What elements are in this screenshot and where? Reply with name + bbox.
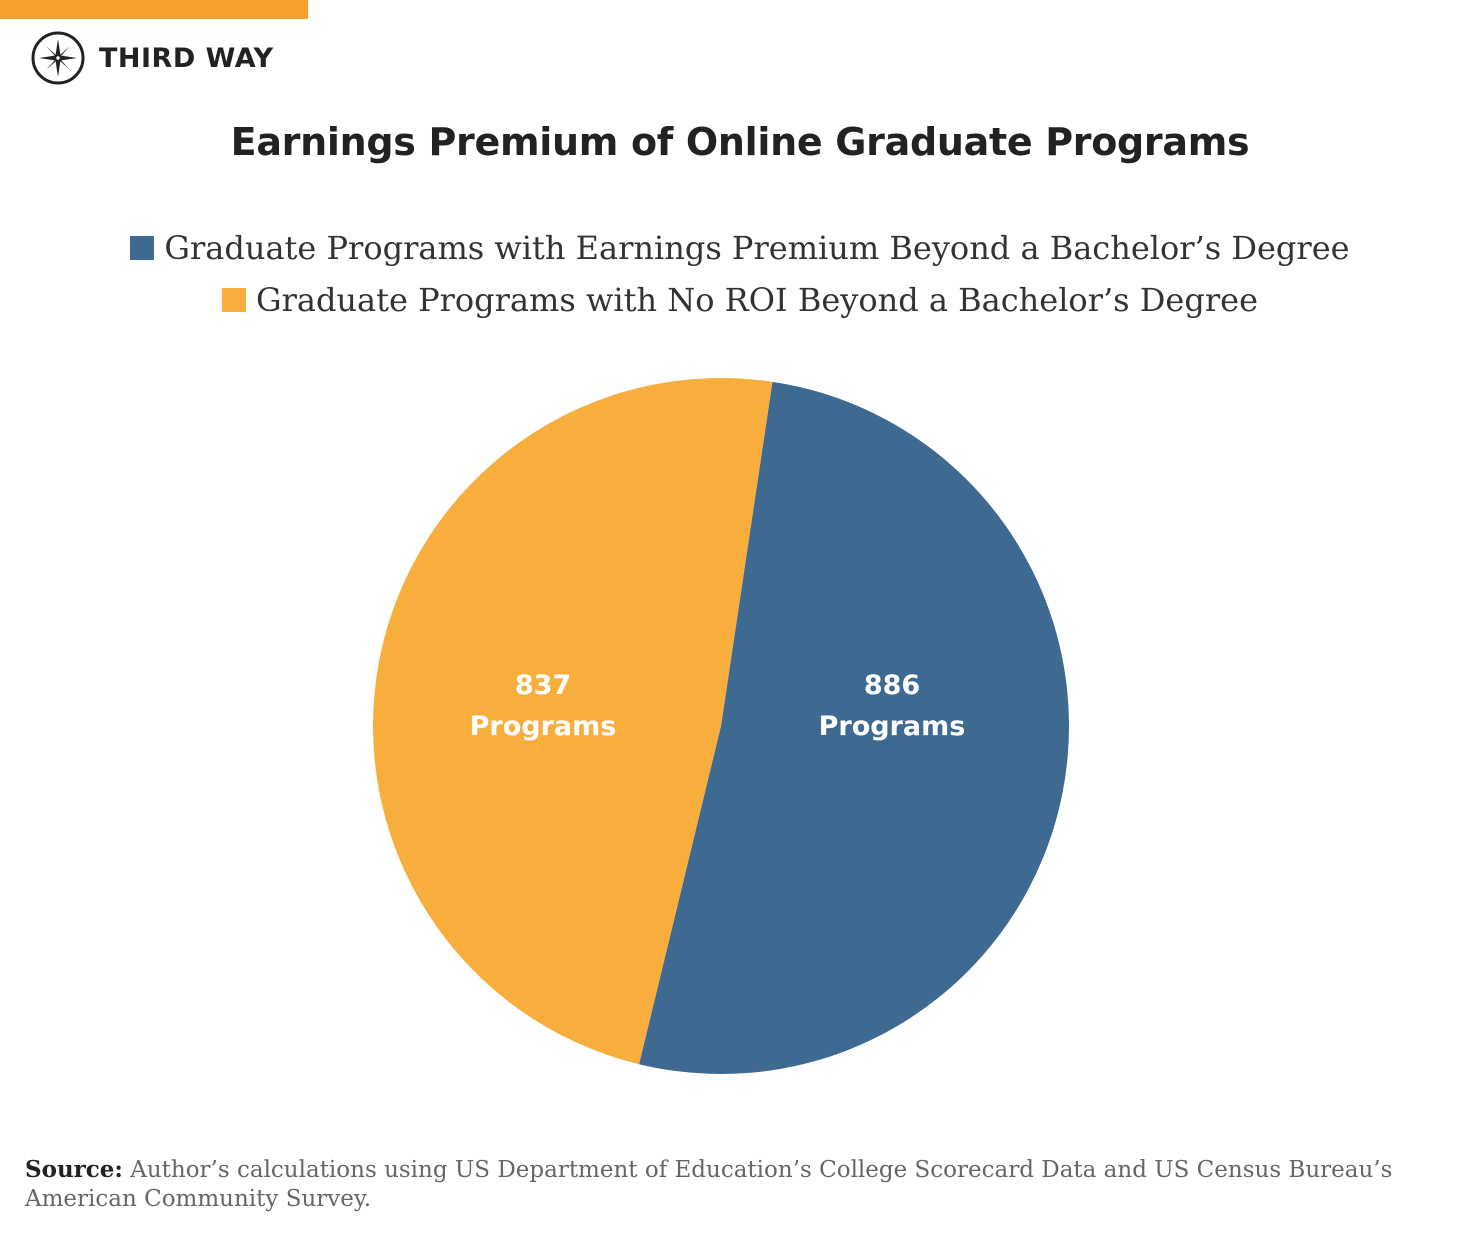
source-text: Author’s calculations using US Departmen… (25, 1157, 1393, 1212)
legend-swatch-blue (130, 236, 155, 260)
legend-swatch-orange (222, 288, 246, 312)
pie-slice-earnings-premium (639, 381, 1069, 1074)
brand-name: THIRD WAY (99, 42, 274, 74)
slice-label-value: 837 (515, 670, 571, 701)
chart-title: Earnings Premium of Online Graduate Prog… (230, 120, 1250, 164)
legend-item-no-roi: Graduate Programs with No ROI Beyond a B… (0, 274, 1480, 326)
slice-label-value: 886 (864, 670, 920, 701)
slice-label-unit: Programs (819, 711, 966, 742)
pie-slice-no-roi (372, 377, 773, 1065)
legend-label: Graduate Programs with No ROI Beyond a B… (256, 281, 1258, 319)
source-label: Source: (25, 1156, 123, 1183)
brand-accent-bar (0, 0, 308, 19)
chart-legend: Graduate Programs with Earnings Premium … (0, 222, 1480, 326)
third-way-logo: THIRD WAY (30, 30, 274, 86)
slice-label-unit: Programs (470, 711, 617, 742)
source-note: Source: Author’s calculations using US D… (25, 1155, 1445, 1214)
legend-item-earnings-premium: Graduate Programs with Earnings Premium … (0, 222, 1480, 274)
compass-icon (31, 31, 85, 85)
legend-label: Graduate Programs with Earnings Premium … (164, 229, 1350, 267)
